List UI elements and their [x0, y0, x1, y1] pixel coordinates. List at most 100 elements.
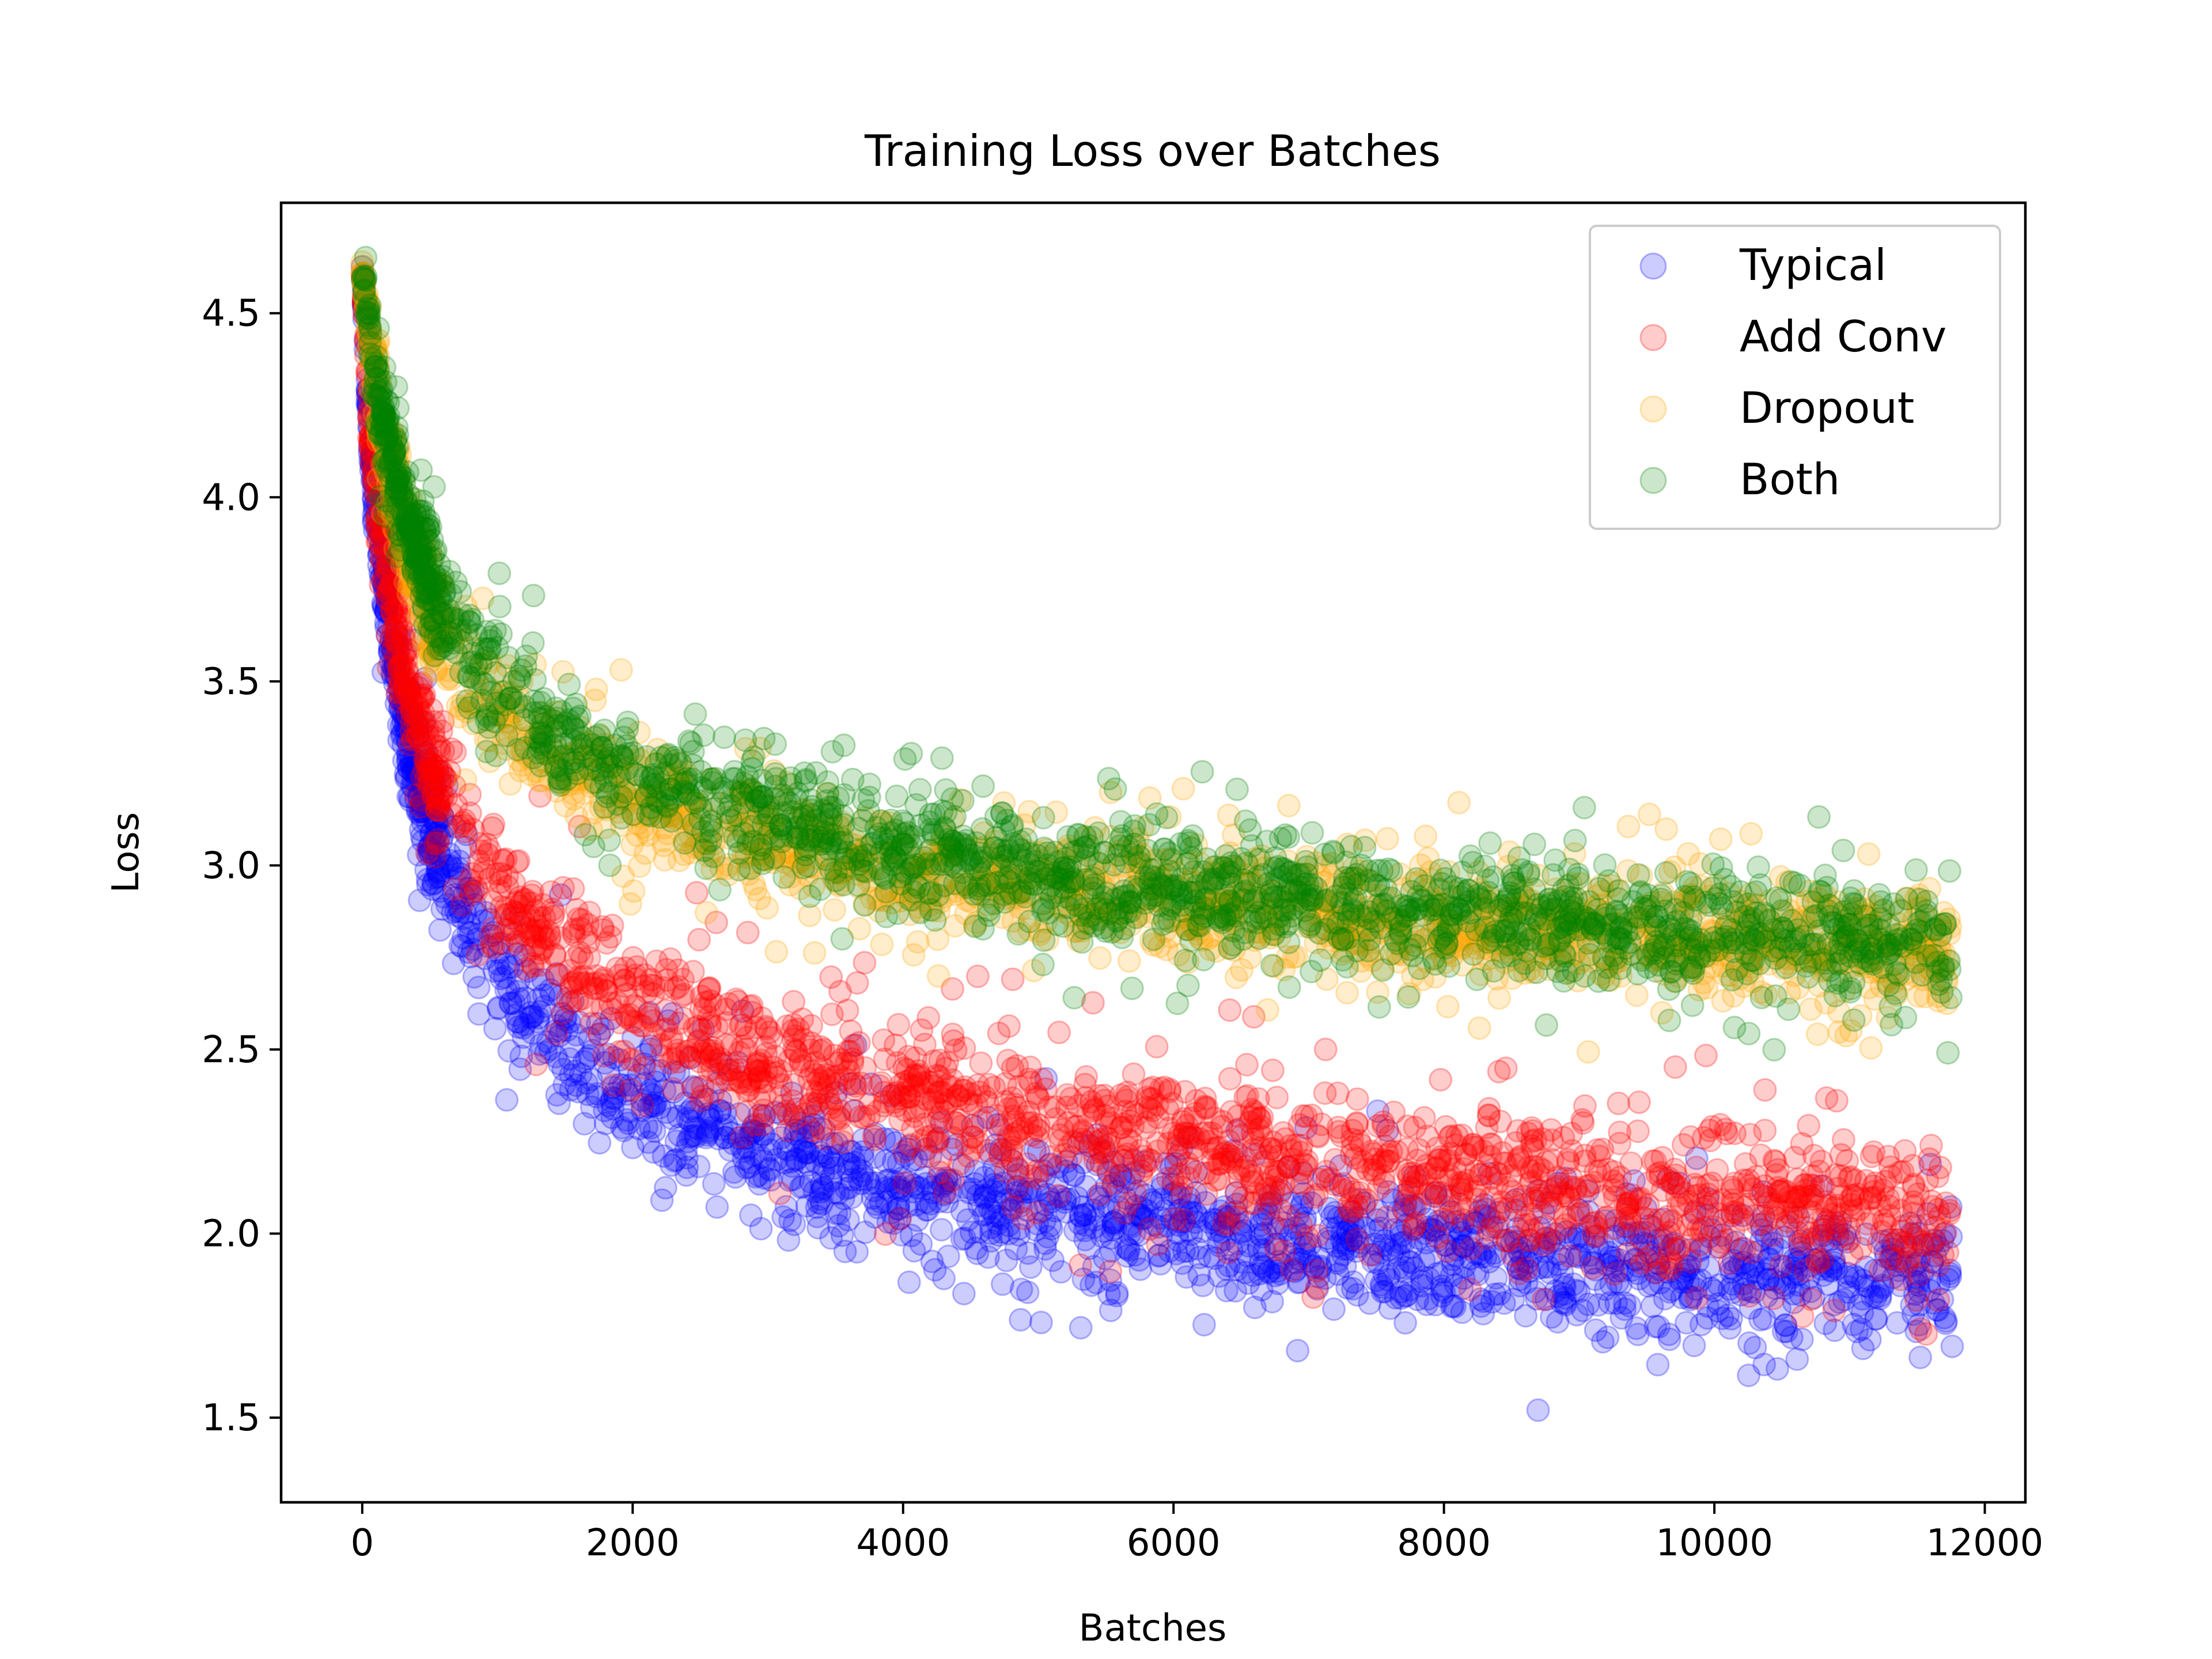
data-point: [972, 1185, 997, 1209]
data-point: [391, 722, 415, 746]
data-point: [1618, 1206, 1642, 1230]
data-point: [1077, 1236, 1101, 1260]
data-point: [410, 733, 434, 757]
data-point: [355, 391, 379, 415]
data-point: [600, 1086, 624, 1110]
data-point: [944, 1038, 968, 1062]
data-point: [1578, 1243, 1602, 1267]
data-point: [417, 835, 441, 859]
data-point: [397, 678, 421, 702]
data-point: [1092, 1104, 1116, 1128]
data-point: [446, 857, 471, 881]
data-point: [1920, 1249, 1944, 1274]
data-point: [1137, 1147, 1161, 1172]
data-point: [1733, 1152, 1758, 1176]
data-point: [359, 458, 383, 482]
data-point: [1134, 1116, 1158, 1140]
data-point: [1165, 1241, 1188, 1266]
data-point: [378, 640, 402, 664]
data-point: [351, 266, 375, 289]
data-point: [1335, 980, 1359, 1005]
data-point: [1813, 1214, 1837, 1238]
data-point: [356, 396, 380, 420]
data-point: [418, 840, 442, 864]
data-point: [1483, 1244, 1508, 1268]
data-point: [382, 536, 407, 560]
data-point: [1926, 1253, 1950, 1277]
data-point: [1393, 1310, 1418, 1335]
data-point: [959, 1220, 983, 1244]
data-point: [695, 1123, 719, 1147]
data-point: [487, 997, 510, 1021]
data-point: [969, 1051, 993, 1075]
data-point: [1104, 1180, 1128, 1203]
data-point: [1436, 1239, 1460, 1263]
data-point: [369, 513, 393, 537]
data-point: [1347, 1188, 1372, 1211]
data-point: [1037, 1153, 1062, 1177]
data-point: [1225, 1192, 1249, 1217]
data-point: [1074, 1213, 1098, 1237]
data-point: [396, 747, 420, 771]
data-point: [620, 1135, 645, 1160]
data-point: [393, 715, 417, 739]
data-point: [1596, 1325, 1620, 1350]
data-point: [1760, 1231, 1785, 1255]
data-point: [743, 1142, 767, 1166]
data-point: [1814, 1254, 1838, 1278]
data-point: [1866, 1279, 1890, 1304]
data-point: [1480, 1215, 1504, 1239]
data-point: [1553, 1291, 1577, 1315]
data-point: [837, 1152, 861, 1176]
data-point: [1018, 1255, 1043, 1279]
data-point: [1810, 1248, 1835, 1272]
data-point: [407, 800, 431, 824]
data-point: [362, 498, 387, 522]
data-point: [569, 1062, 593, 1086]
data-point: [624, 955, 649, 979]
data-point: [752, 1123, 776, 1146]
data-point: [588, 1022, 612, 1046]
data-point: [429, 879, 453, 903]
data-point: [1099, 1259, 1123, 1283]
data-point: [1425, 1214, 1448, 1238]
data-point: [1126, 1203, 1150, 1227]
data-point: [1445, 1124, 1469, 1148]
data-point: [1111, 1149, 1135, 1173]
data-point: [493, 965, 517, 989]
data-point: [1389, 1219, 1412, 1244]
data-point: [1123, 1243, 1147, 1267]
data-point: [841, 1033, 865, 1058]
data-point: [1286, 1247, 1310, 1271]
data-point: [368, 520, 392, 544]
data-point: [1452, 1266, 1476, 1290]
data-point: [1086, 1123, 1109, 1147]
data-point: [1626, 1119, 1650, 1143]
data-point: [1458, 1277, 1482, 1301]
data-point: [1466, 1262, 1490, 1286]
data-point: [1294, 1116, 1318, 1140]
data-point: [1187, 1245, 1211, 1270]
data-point: [388, 696, 412, 721]
data-point: [1069, 1253, 1092, 1277]
data-point: [642, 1094, 665, 1118]
data-point: [1558, 1244, 1582, 1268]
data-point: [978, 1196, 1002, 1221]
data-point: [897, 1270, 921, 1294]
data-point: [1903, 1253, 1926, 1278]
data-point: [1217, 1201, 1241, 1225]
data-point: [1739, 821, 1763, 846]
data-point: [1752, 1306, 1777, 1331]
data-point: [1508, 1262, 1532, 1286]
data-point: [1908, 1346, 1933, 1369]
data-point: [1127, 1223, 1151, 1247]
data-point: [975, 1178, 999, 1202]
data-point: [1094, 1174, 1119, 1198]
data-point: [855, 1168, 880, 1192]
data-point: [1415, 1124, 1440, 1149]
data-point: [1640, 1294, 1664, 1318]
data-point: [911, 1144, 935, 1168]
data-point: [1150, 1172, 1175, 1196]
data-point: [494, 978, 518, 1002]
data-point: [1627, 1090, 1651, 1114]
